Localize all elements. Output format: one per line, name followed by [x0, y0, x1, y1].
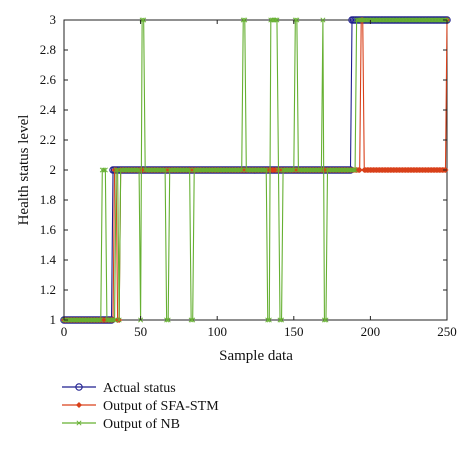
data-point: [318, 167, 324, 173]
series-layer: [60, 16, 451, 324]
data-point: [110, 317, 116, 323]
data-point: [96, 317, 102, 323]
data-point: [102, 167, 108, 173]
data-point: [323, 317, 329, 323]
y-axis-label: Health status level: [16, 115, 32, 226]
y-tick-label: 1: [50, 312, 57, 327]
y-tick-label: 3: [50, 12, 57, 27]
data-point: [98, 317, 104, 323]
data-point: [279, 317, 285, 323]
data-point: [265, 317, 271, 323]
x-tick-label: 250: [437, 324, 457, 339]
legend: Actual status Output of SFA-STM Output of …: [62, 381, 219, 432]
data-point: [266, 317, 272, 323]
data-point: [272, 17, 278, 23]
data-point: [289, 167, 295, 173]
data-point: [164, 317, 170, 323]
data-point: [190, 317, 196, 323]
ticks-layer: 0 50 100 150 200 250 1 1.2 1.4 1.6 1.8 2 2.2 2.4 2.6 2.…: [40, 12, 457, 339]
y-tick-label: 2.2: [40, 132, 56, 147]
legend-diamond-marker: [75, 401, 83, 409]
y-tick-label: 2.8: [40, 42, 56, 57]
data-point: [116, 317, 122, 323]
legend-label: Output of SFA-STM: [103, 399, 219, 414]
data-point: [351, 167, 357, 173]
data-point: [141, 17, 147, 23]
data-point: [352, 167, 358, 173]
data-point: [162, 167, 168, 173]
data-point: [294, 17, 300, 23]
data-point: [239, 167, 245, 173]
data-point: [101, 167, 107, 173]
legend-circle-marker: [75, 383, 83, 391]
legend-x-marker: [76, 420, 82, 426]
data-point: [113, 167, 119, 173]
data-point: [188, 317, 194, 323]
series-2: [61, 17, 450, 323]
data-point: [320, 17, 326, 23]
data-point: [317, 167, 323, 173]
data-point: [277, 317, 283, 323]
legend-label: Output of NB: [103, 417, 180, 432]
x-tick-label: 200: [361, 324, 381, 339]
data-point: [291, 167, 297, 173]
data-point: [262, 167, 268, 173]
data-point: [356, 166, 363, 174]
data-point: [240, 17, 246, 23]
y-tick-label: 1.2: [40, 282, 56, 297]
y-tick-label: 2: [50, 162, 57, 177]
x-tick-label: 150: [284, 324, 304, 339]
legend-label: Actual status: [103, 381, 176, 396]
data-point: [136, 167, 142, 173]
data-point: [237, 167, 243, 173]
x-tick-label: 50: [134, 324, 147, 339]
data-point: [263, 167, 269, 173]
y-tick-label: 1.4: [40, 252, 57, 267]
data-point: [185, 167, 191, 173]
y-tick-label: 2.6: [40, 72, 57, 87]
data-point: [321, 317, 327, 323]
data-point: [135, 167, 141, 173]
y-tick-label: 1.6: [40, 222, 57, 237]
y-tick-label: 2.4: [40, 102, 57, 117]
x-tick-label: 0: [61, 324, 68, 339]
data-point: [275, 167, 281, 173]
data-point: [161, 167, 167, 173]
data-point: [187, 167, 193, 173]
x-tick-label: 100: [207, 324, 227, 339]
data-point: [165, 317, 171, 323]
data-point: [274, 17, 280, 23]
x-axis-label: Sample data: [219, 348, 293, 364]
data-point: [242, 17, 248, 23]
y-tick-label: 1.8: [40, 192, 56, 207]
data-point: [112, 317, 118, 323]
